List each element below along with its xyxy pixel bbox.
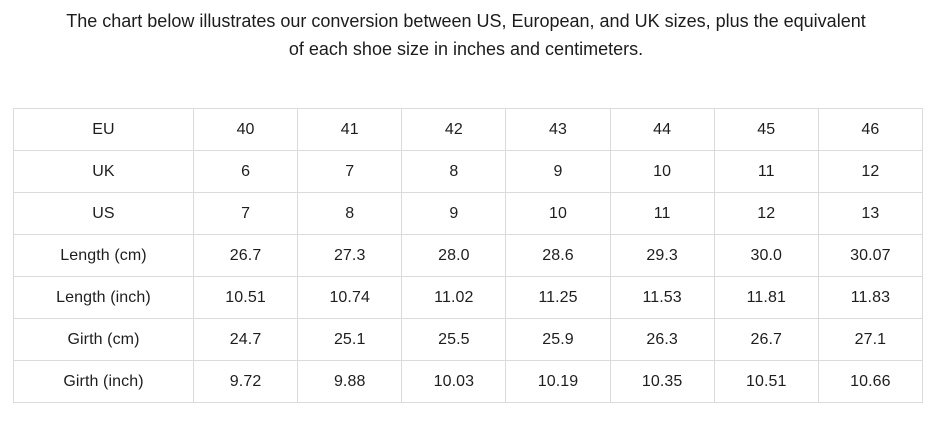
size-value-cell: 13 [817, 192, 924, 235]
size-value-cell: 26.7 [192, 234, 299, 277]
size-value-cell: 11.81 [713, 276, 819, 319]
size-value-cell: 11.25 [505, 276, 611, 319]
size-value-cell: 24.7 [192, 318, 299, 361]
size-conversion-table: EU 40 41 42 43 44 45 46 UK 6 7 8 9 10 11… [13, 108, 924, 403]
size-value-cell: 10.66 [817, 360, 924, 403]
table-row-length-inch: Length (inch) 10.51 10.74 11.02 11.25 11… [13, 276, 924, 319]
size-value-cell: 6 [192, 150, 299, 193]
size-value-cell: 10.19 [505, 360, 611, 403]
size-value-cell: 12 [713, 192, 819, 235]
size-value-cell: 30.07 [817, 234, 924, 277]
row-label-cell: Girth (inch) [13, 360, 194, 403]
table-row-length-cm: Length (cm) 26.7 27.3 28.0 28.6 29.3 30.… [13, 234, 924, 277]
size-value-cell: 29.3 [609, 234, 715, 277]
size-value-cell: 25.5 [401, 318, 507, 361]
size-value-cell: 45 [713, 108, 819, 151]
table-row-uk: UK 6 7 8 9 10 11 12 [13, 150, 924, 193]
row-label-cell: Girth (cm) [13, 318, 194, 361]
row-label-cell: Length (cm) [13, 234, 194, 277]
intro-text-line-1: The chart below illustrates our conversi… [66, 11, 866, 31]
size-value-cell: 46 [817, 108, 924, 151]
size-value-cell: 7 [192, 192, 299, 235]
size-value-cell: 11.83 [817, 276, 924, 319]
size-value-cell: 10.51 [713, 360, 819, 403]
table-row-girth-inch: Girth (inch) 9.72 9.88 10.03 10.19 10.35… [13, 360, 924, 403]
size-value-cell: 28.0 [401, 234, 507, 277]
size-value-cell: 11.53 [609, 276, 715, 319]
row-label-cell: UK [13, 150, 194, 193]
size-value-cell: 25.1 [297, 318, 403, 361]
row-label-cell: Length (inch) [13, 276, 194, 319]
size-value-cell: 7 [297, 150, 403, 193]
size-value-cell: 40 [192, 108, 299, 151]
size-value-cell: 30.0 [713, 234, 819, 277]
size-value-cell: 41 [297, 108, 403, 151]
size-value-cell: 12 [817, 150, 924, 193]
size-value-cell: 43 [505, 108, 611, 151]
intro-text-line-2: of each shoe size in inches and centimet… [288, 39, 644, 59]
size-value-cell: 8 [401, 150, 507, 193]
size-value-cell: 26.3 [609, 318, 715, 361]
size-value-cell: 11 [609, 192, 715, 235]
size-value-cell: 10 [609, 150, 715, 193]
size-value-cell: 42 [401, 108, 507, 151]
size-value-cell: 9 [505, 150, 611, 193]
size-value-cell: 8 [297, 192, 403, 235]
size-value-cell: 9.72 [192, 360, 299, 403]
size-value-cell: 11.02 [401, 276, 507, 319]
size-value-cell: 10.51 [192, 276, 299, 319]
size-value-cell: 9 [401, 192, 507, 235]
size-value-cell: 26.7 [713, 318, 819, 361]
intro-text: The chart below illustrates our conversi… [0, 7, 932, 63]
size-value-cell: 27.3 [297, 234, 403, 277]
size-value-cell: 10.74 [297, 276, 403, 319]
table-row-girth-cm: Girth (cm) 24.7 25.1 25.5 25.9 26.3 26.7… [13, 318, 924, 361]
size-value-cell: 9.88 [297, 360, 403, 403]
size-value-cell: 10.35 [609, 360, 715, 403]
size-value-cell: 10.03 [401, 360, 507, 403]
size-value-cell: 11 [713, 150, 819, 193]
table-row-eu: EU 40 41 42 43 44 45 46 [13, 108, 924, 151]
size-value-cell: 25.9 [505, 318, 611, 361]
size-value-cell: 28.6 [505, 234, 611, 277]
table-row-us: US 7 8 9 10 11 12 13 [13, 192, 924, 235]
size-value-cell: 10 [505, 192, 611, 235]
size-value-cell: 44 [609, 108, 715, 151]
row-label-cell: US [13, 192, 194, 235]
size-value-cell: 27.1 [817, 318, 924, 361]
row-label-cell: EU [13, 108, 194, 151]
